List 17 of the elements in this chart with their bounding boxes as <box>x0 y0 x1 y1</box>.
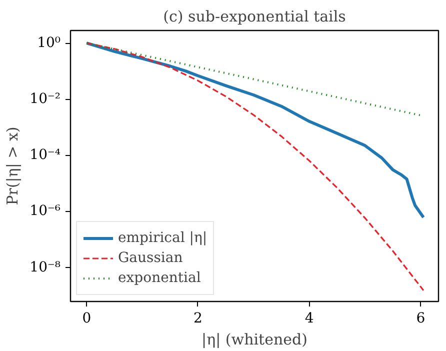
x-tick-label: 0 <box>82 310 92 326</box>
legend-label: exponential <box>118 269 201 287</box>
y-tick-label: 10⁻⁸ <box>30 259 61 276</box>
chart-title: (c) sub-exponential tails <box>163 8 346 26</box>
legend-label: Gaussian <box>118 249 183 267</box>
y-tick-label: 10⁻⁶ <box>30 203 61 220</box>
line-series <box>85 42 425 219</box>
y-tick-label: 10⁰ <box>37 35 61 52</box>
x-tick-label: 4 <box>304 310 314 326</box>
x-tick-label: 6 <box>416 310 426 326</box>
x-tick-label: 2 <box>194 310 202 326</box>
y-tick-label: 10⁻⁴ <box>30 147 61 164</box>
legend-label: empirical |η| <box>118 229 208 247</box>
y-axis-title: Pr(|η| > x) <box>4 126 22 206</box>
x-axis-title: |η| (whitened) <box>202 330 308 348</box>
y-tick-label: 10⁻² <box>30 91 61 108</box>
line-series <box>86 42 424 292</box>
